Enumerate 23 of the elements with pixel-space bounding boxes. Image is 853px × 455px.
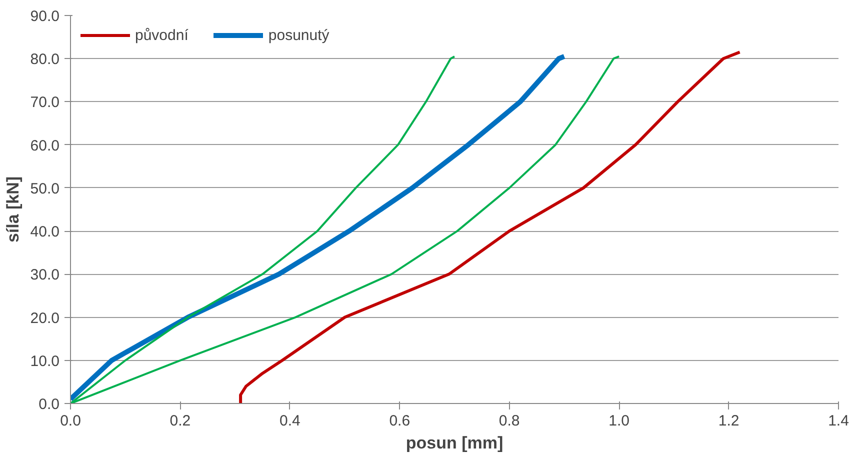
legend-label: původní — [135, 26, 188, 44]
y-tick-label: 20.0 — [30, 310, 60, 327]
y-axis-title: síla [kN] — [3, 176, 22, 243]
y-tick-label: 40.0 — [30, 224, 60, 241]
x-tick-label: 0.4 — [280, 412, 300, 430]
x-tick-label: 0.8 — [498, 412, 520, 430]
y-tick-label: 80.0 — [30, 51, 60, 68]
x-tick-label: 1.4 — [828, 412, 849, 430]
legend-label: posunutý — [268, 26, 330, 44]
y-tick-label: 50.0 — [30, 180, 60, 198]
y-tick-label: 10.0 — [30, 352, 60, 370]
x-tick-label: 1.0 — [608, 412, 630, 430]
x-axis-title: posun [mm] — [406, 434, 504, 452]
x-tick-label: 0.2 — [170, 412, 191, 430]
y-tick-label: 90.0 — [30, 8, 60, 25]
y-tick-label: 30.0 — [30, 266, 60, 284]
y-tick-label: 60.0 — [30, 137, 60, 154]
x-tick-label: 1.2 — [718, 412, 740, 430]
x-tick-label: 0.0 — [60, 412, 81, 430]
y-tick-label: 70.0 — [30, 94, 60, 112]
x-tick-label: 0.6 — [389, 412, 410, 430]
y-tick-label: 0.0 — [38, 396, 60, 413]
line-series — [239, 50, 742, 404]
